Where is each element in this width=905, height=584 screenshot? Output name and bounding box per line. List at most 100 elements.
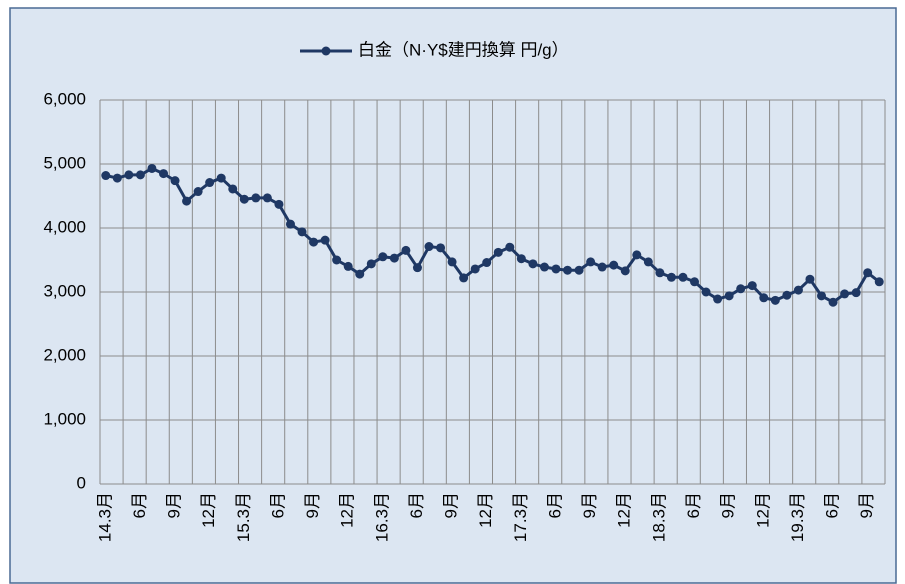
y-tick-label: 3,000	[43, 281, 86, 300]
data-point	[701, 287, 711, 297]
data-point	[112, 173, 122, 183]
data-point	[124, 170, 134, 180]
data-point	[182, 196, 192, 206]
y-tick-label: 0	[77, 473, 86, 492]
x-tick-label: 18.3月	[649, 492, 668, 542]
data-point	[747, 281, 757, 291]
y-tick-label: 6,000	[43, 89, 86, 108]
x-tick-label: 9月	[303, 492, 322, 518]
data-point	[736, 284, 746, 294]
data-point	[528, 259, 538, 269]
data-point	[851, 288, 861, 298]
data-point	[574, 265, 584, 275]
data-point	[158, 169, 168, 179]
data-point	[135, 170, 145, 180]
data-point	[609, 260, 619, 270]
data-point	[239, 194, 249, 204]
x-tick-label: 12月	[338, 492, 357, 528]
data-point	[147, 163, 157, 173]
data-point	[378, 252, 388, 262]
x-tick-label: 12月	[476, 492, 495, 528]
legend-label: 白金（N·Y$建円換算 円/g）	[358, 40, 569, 59]
data-point	[193, 187, 203, 197]
data-point	[205, 178, 215, 188]
data-point	[805, 274, 815, 284]
data-point	[516, 254, 526, 264]
x-tick-label: 9月	[857, 492, 876, 518]
x-tick-label: 17.3月	[511, 492, 530, 542]
data-point	[551, 264, 561, 274]
y-tick-label: 2,000	[43, 345, 86, 364]
y-tick-label: 5,000	[43, 153, 86, 172]
data-point	[505, 242, 515, 252]
data-point	[355, 269, 365, 279]
x-tick-label: 16.3月	[372, 492, 391, 542]
x-tick-label: 9月	[442, 492, 461, 518]
data-point	[563, 265, 573, 275]
x-tick-label: 12月	[753, 492, 772, 528]
data-point	[759, 293, 769, 303]
data-point	[840, 289, 850, 299]
data-point	[262, 193, 272, 203]
data-point	[620, 266, 630, 276]
x-tick-label: 19.3月	[788, 492, 807, 542]
data-point	[597, 262, 607, 272]
x-tick-label: 14.3月	[95, 492, 114, 542]
x-tick-label: 6月	[407, 492, 426, 518]
data-point	[586, 257, 596, 267]
data-point	[332, 255, 342, 265]
data-point	[770, 295, 780, 305]
x-tick-label: 9月	[580, 492, 599, 518]
data-point	[643, 257, 653, 267]
data-point	[459, 273, 469, 283]
data-point	[493, 247, 503, 257]
data-point	[401, 245, 411, 255]
data-point	[470, 264, 480, 274]
data-point	[366, 259, 376, 269]
data-point	[666, 272, 676, 282]
x-tick-label: 6月	[684, 492, 703, 518]
x-tick-label: 9月	[719, 492, 738, 518]
data-point	[424, 242, 434, 252]
x-tick-label: 15.3月	[234, 492, 253, 542]
data-point	[251, 193, 261, 203]
data-point	[678, 272, 688, 282]
data-point	[228, 184, 238, 194]
data-point	[436, 243, 446, 253]
data-point	[412, 263, 422, 273]
data-point	[863, 268, 873, 278]
data-point	[297, 227, 307, 237]
legend-marker	[321, 46, 331, 56]
data-point	[309, 237, 319, 247]
data-point	[170, 176, 180, 186]
data-point	[655, 268, 665, 278]
x-tick-label: 6月	[130, 492, 149, 518]
data-point	[828, 297, 838, 307]
data-point	[389, 253, 399, 263]
data-point	[285, 219, 295, 229]
y-tick-label: 4,000	[43, 217, 86, 236]
data-point	[539, 262, 549, 272]
y-tick-label: 1,000	[43, 409, 86, 428]
data-point	[274, 199, 284, 209]
x-tick-label: 6月	[268, 492, 287, 518]
x-tick-label: 9月	[165, 492, 184, 518]
data-point	[724, 291, 734, 301]
x-tick-label: 6月	[823, 492, 842, 518]
chart-background	[9, 7, 897, 584]
data-point	[482, 258, 492, 268]
data-point	[632, 250, 642, 260]
data-point	[343, 261, 353, 271]
data-point	[874, 277, 884, 287]
data-point	[101, 171, 111, 181]
data-point	[320, 235, 330, 245]
x-tick-label: 12月	[615, 492, 634, 528]
x-tick-label: 6月	[545, 492, 564, 518]
data-point	[713, 294, 723, 304]
x-tick-label: 12月	[199, 492, 218, 528]
data-point	[817, 291, 827, 301]
data-point	[782, 290, 792, 300]
data-point	[447, 257, 457, 267]
data-point	[216, 173, 226, 183]
